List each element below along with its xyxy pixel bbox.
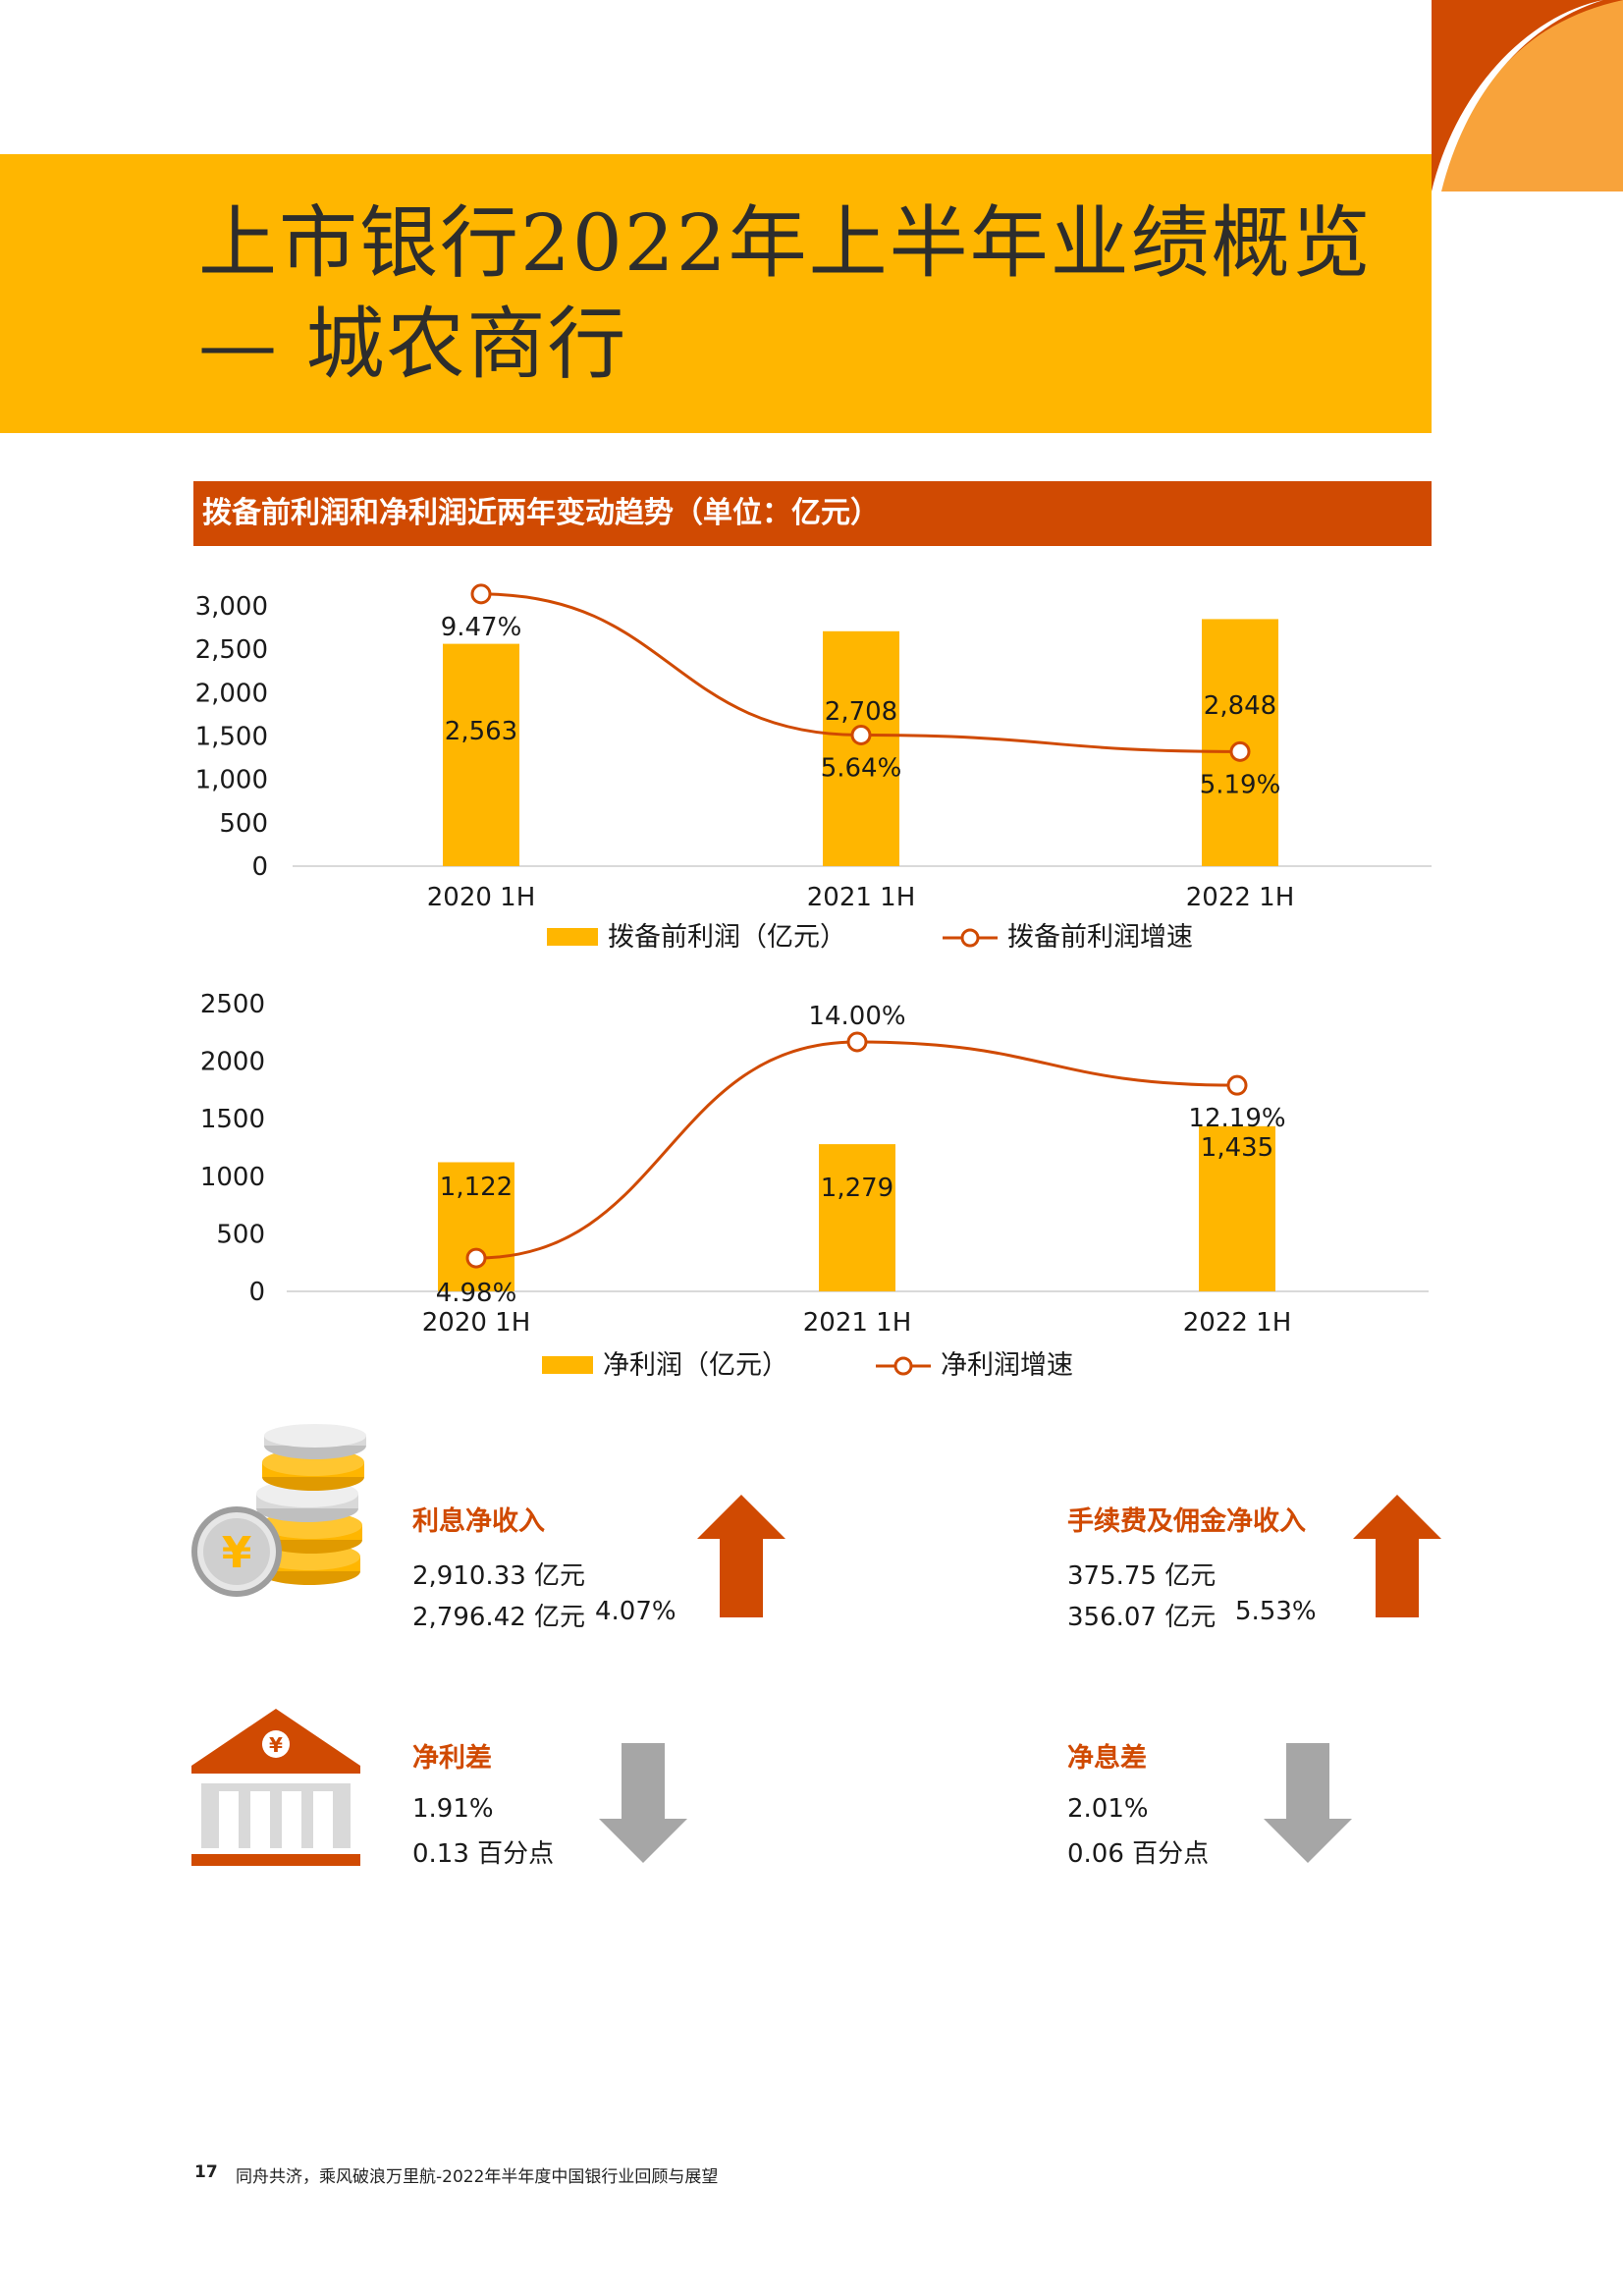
bar-value-label: 2,708 [825, 697, 897, 727]
metric-current-value: 375.75 亿元 [1067, 1561, 1217, 1591]
y-tick-label: 1000 [200, 1163, 265, 1192]
x-tick-label: 2021 1H [807, 883, 916, 912]
x-tick-label: 2022 1H [1183, 1308, 1292, 1338]
y-tick-label: 2,000 [195, 679, 268, 708]
growth-value-label: 5.19% [1200, 770, 1281, 799]
x-tick-label: 2020 1H [422, 1308, 531, 1338]
metric-previous-value: 0.06 百分点 [1067, 1839, 1210, 1869]
metric-previous-value: 2,796.42 亿元 [412, 1603, 586, 1632]
page-title: 上市银行2022年上半年业绩概览 [198, 197, 1373, 289]
legend-line-marker [893, 1356, 913, 1376]
bar [438, 1162, 514, 1291]
bar-value-label: 1,435 [1201, 1133, 1273, 1163]
bank-icon: ¥ [191, 1709, 360, 1866]
x-tick-label: 2020 1H [427, 883, 536, 912]
growth-value-label: 5.64% [821, 754, 902, 784]
coins-yen-icon: ¥ [191, 1424, 366, 1597]
arrow-up-icon [1353, 1495, 1441, 1617]
arrow-down-icon [599, 1743, 687, 1863]
y-tick-label: 1,500 [195, 723, 268, 752]
y-tick-label: 1,000 [195, 766, 268, 795]
metric-label: 利息净收入 [412, 1506, 545, 1537]
chart2-x-axis: 2020 1H 2021 1H 2022 1H [422, 1308, 1292, 1338]
metric-change: 5.53% [1235, 1597, 1317, 1626]
y-tick-label: 2,500 [195, 635, 268, 665]
chart1-data-labels: 2,563 9.47% 2,708 5.64% 2,848 5.19% [441, 613, 1281, 800]
footer-text: 同舟共济，乘风破浪万里航-2022年半年度中国银行业回顾与展望 [236, 2167, 719, 2187]
section-header-title: 拨备前利润和净利润近两年变动趋势（单位：亿元） [202, 496, 880, 530]
growth-point [850, 725, 872, 745]
y-tick-label: 1500 [200, 1105, 265, 1134]
growth-value-label: 4.98% [436, 1279, 517, 1308]
metric-current-value: 2.01% [1067, 1794, 1149, 1824]
chart2-legend: 净利润（亿元） 净利润增速 [542, 1350, 1073, 1381]
svg-text:¥: ¥ [269, 1733, 283, 1757]
legend-label: 净利润（亿元） [603, 1350, 788, 1381]
growth-value-label: 9.47% [441, 613, 522, 642]
svg-text:¥: ¥ [222, 1528, 252, 1578]
legend-bar-swatch [547, 928, 598, 946]
y-tick-label: 3,000 [195, 592, 268, 622]
growth-point [470, 583, 492, 605]
legend-bar-swatch [542, 1356, 593, 1374]
chart2-growth-points [465, 1031, 1248, 1269]
growth-point [1226, 1074, 1248, 1096]
corner-leaf-decoration [1432, 0, 1623, 191]
bar-value-label: 2,848 [1204, 691, 1276, 721]
bar-value-label: 1,122 [440, 1173, 513, 1202]
x-tick-label: 2022 1H [1186, 883, 1295, 912]
growth-point [465, 1247, 487, 1269]
y-tick-label: 2000 [200, 1048, 265, 1077]
chart2-growth-line [475, 1040, 1238, 1260]
bar [443, 643, 519, 866]
y-tick-label: 2500 [200, 990, 265, 1019]
arrow-down-icon [1264, 1743, 1352, 1863]
chart2-y-axis: 0 500 1000 1500 2000 2500 [200, 990, 265, 1307]
legend-label: 拨备前利润增速 [1007, 922, 1193, 953]
y-tick-label: 500 [216, 1220, 265, 1249]
title-band [0, 154, 1432, 433]
y-tick-label: 0 [251, 852, 268, 882]
arrow-up-icon [697, 1495, 785, 1617]
growth-point [846, 1031, 868, 1053]
legend-line-marker [960, 928, 980, 948]
bar [819, 1144, 895, 1291]
growth-value-label: 14.00% [808, 1002, 905, 1031]
chart1-legend: 拨备前利润（亿元） 拨备前利润增速 [547, 922, 1193, 953]
metric-change: 4.07% [595, 1597, 676, 1626]
metric-label: 净息差 [1067, 1743, 1147, 1774]
y-tick-label: 0 [248, 1278, 265, 1307]
section-header-bar [193, 481, 1432, 546]
legend-label: 拨备前利润（亿元） [608, 922, 846, 953]
legend-label: 净利润增速 [941, 1350, 1073, 1381]
net-profit-chart: 0 500 1000 1500 2000 2500 1,122 4.98% 1,279 14.0… [200, 990, 1429, 1381]
chart1-growth-line [480, 592, 1241, 753]
metric-previous-value: 356.07 亿元 [1067, 1603, 1217, 1632]
chart2-bars [438, 1125, 1275, 1291]
pre-provision-profit-chart: 0 500 1,000 1,500 2,000 2,500 3,000 2,563 9.47%… [195, 583, 1432, 953]
page-number: 17 [194, 2162, 218, 2182]
metric-current-value: 2,910.33 亿元 [412, 1561, 586, 1591]
y-tick-label: 500 [219, 809, 268, 839]
bar-value-label: 2,563 [445, 717, 517, 746]
growth-point [1229, 740, 1251, 762]
bar [1199, 1125, 1275, 1291]
bar-value-label: 1,279 [821, 1174, 893, 1203]
chart1-x-axis: 2020 1H 2021 1H 2022 1H [427, 883, 1295, 912]
x-tick-label: 2021 1H [803, 1308, 912, 1338]
metric-label: 手续费及佣金净收入 [1067, 1506, 1306, 1537]
chart1-growth-points [470, 583, 1251, 762]
page-subtitle: — 城农商行 [198, 299, 628, 390]
metric-label: 净利差 [412, 1743, 492, 1774]
bar [823, 630, 899, 866]
chart1-y-axis: 0 500 1,000 1,500 2,000 2,500 3,000 [195, 592, 268, 882]
metric-previous-value: 0.13 百分点 [412, 1839, 555, 1869]
growth-value-label: 12.19% [1188, 1104, 1285, 1133]
metric-current-value: 1.91% [412, 1794, 494, 1824]
